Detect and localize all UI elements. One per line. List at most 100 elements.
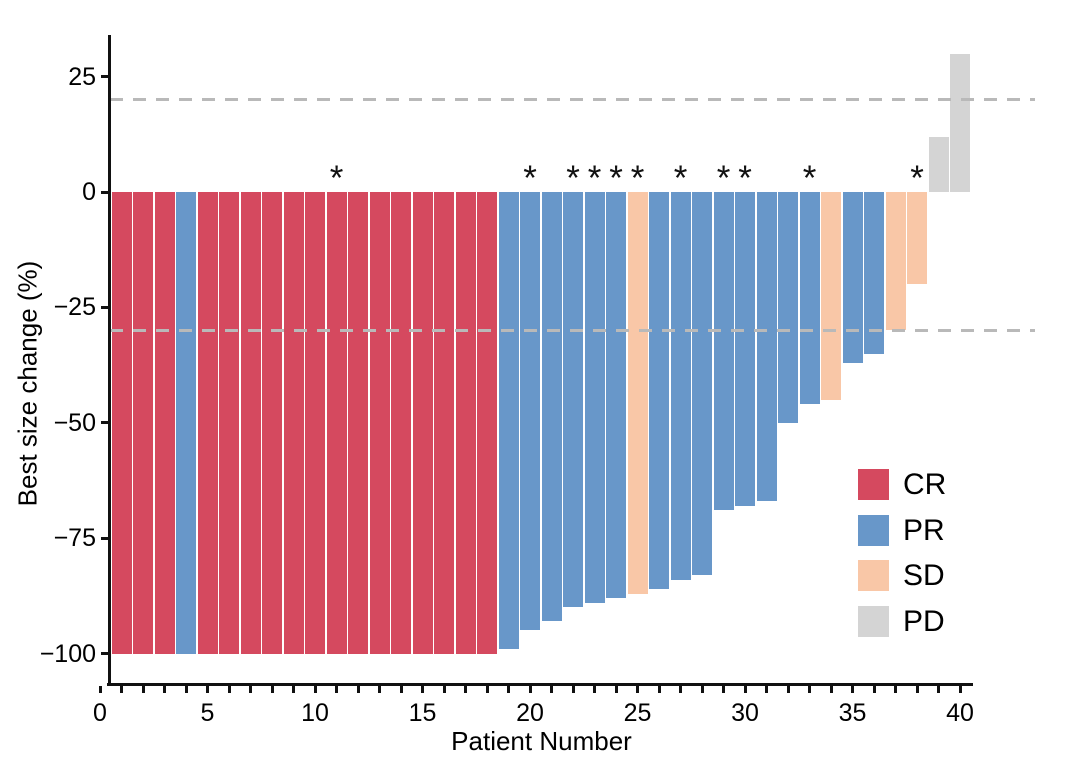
- asterisk-patient-33: *: [802, 159, 817, 198]
- x-tick-mark-3: [163, 686, 166, 693]
- x-tick-mark-33: [808, 686, 811, 693]
- bar-patient-13-cr: [369, 192, 390, 654]
- asterisk-patient-29: *: [716, 159, 731, 198]
- x-tick-mark-38: [915, 686, 919, 693]
- bar-patient-23-pr: [584, 192, 605, 603]
- bar-patient-16-cr: [434, 192, 454, 654]
- asterisk-patient-30: *: [738, 159, 752, 198]
- bar-patient-30-pr: [735, 192, 755, 506]
- bar-patient-33-pr: [799, 192, 820, 405]
- bar-patient-25-sd: [627, 192, 648, 594]
- bar-patient-40-pd: [950, 53, 970, 192]
- asterisk-patient-11: *: [329, 159, 344, 198]
- x-tick-mark-2: [141, 686, 145, 693]
- asterisk-patient-25: *: [630, 159, 645, 198]
- x-tick-label-30: 30: [731, 699, 759, 727]
- x-tick-mark-27: [679, 686, 682, 693]
- x-tick-label-15: 15: [408, 699, 437, 727]
- bar-patient-3-cr: [154, 192, 175, 654]
- y-tick-mark--100: [101, 652, 110, 655]
- bar-patient-28-pr: [692, 192, 712, 576]
- asterisk-patient-20: *: [523, 159, 537, 198]
- y-tick-label--25: −25: [53, 293, 96, 322]
- x-tick-mark-29: [722, 686, 725, 693]
- x-tick-mark-30: [743, 686, 747, 693]
- asterisk-patient-22: *: [566, 159, 580, 198]
- x-tick-mark-13: [378, 686, 381, 693]
- bar-patient-24-pr: [606, 192, 626, 599]
- bar-patient-18-cr: [477, 192, 497, 654]
- x-tick-mark-40: [958, 686, 962, 693]
- bar-patient-12-cr: [348, 192, 368, 654]
- x-tick-mark-5: [206, 686, 209, 693]
- x-tick-mark-39: [937, 686, 940, 693]
- y-tick-mark-0: [101, 190, 110, 194]
- x-tick-mark-19: [507, 686, 510, 693]
- x-tick-mark-8: [270, 686, 274, 693]
- x-tick-mark-25: [636, 686, 639, 693]
- y-axis-title: Best size change (%): [12, 260, 43, 507]
- x-tick-label-10: 10: [301, 699, 329, 727]
- x-axis-line: [107, 683, 973, 686]
- bar-patient-1-cr: [111, 192, 132, 654]
- x-tick-mark-0: [98, 686, 102, 693]
- bar-patient-20-pr: [520, 192, 540, 631]
- bar-patient-34-sd: [821, 192, 841, 400]
- x-tick-mark-16: [442, 686, 446, 693]
- x-tick-mark-6: [227, 686, 231, 693]
- legend-label-pd: PD: [903, 605, 945, 639]
- asterisk-patient-38: *: [910, 159, 924, 198]
- x-tick-mark-15: [421, 686, 424, 693]
- bar-patient-31-pr: [756, 192, 777, 502]
- legend-label-pr: PR: [903, 513, 945, 547]
- x-tick-label-25: 25: [623, 699, 652, 727]
- dashed-reference-line--30-percent: [110, 328, 1035, 332]
- legend-swatch-pr: [858, 514, 889, 546]
- x-tick-mark-35: [851, 686, 854, 693]
- bar-patient-15-cr: [412, 192, 433, 654]
- x-tick-label-20: 20: [516, 699, 544, 727]
- legend-label-sd: SD: [903, 559, 945, 593]
- y-tick-mark--75: [101, 536, 110, 540]
- y-tick-label--75: −75: [53, 524, 96, 553]
- x-tick-label-40: 40: [946, 699, 974, 727]
- bar-patient-32-pr: [778, 192, 798, 423]
- bar-patient-7-cr: [240, 192, 261, 654]
- x-tick-mark-7: [249, 686, 252, 693]
- bar-patient-38-sd: [907, 192, 927, 285]
- legend-swatch-sd: [858, 560, 889, 592]
- asterisk-patient-23: *: [587, 159, 602, 198]
- bar-patient-35-pr: [842, 192, 863, 363]
- x-tick-mark-24: [614, 686, 618, 693]
- x-tick-label-35: 35: [838, 699, 867, 727]
- bar-patient-8-cr: [262, 192, 282, 654]
- bar-patient-17-cr: [455, 192, 476, 654]
- x-tick-mark-12: [356, 686, 360, 693]
- bar-patient-21-pr: [541, 192, 562, 622]
- y-tick-label-0: 0: [82, 178, 96, 206]
- bar-patient-29-pr: [713, 192, 734, 511]
- bar-patient-9-cr: [283, 192, 304, 654]
- legend-swatch-cr: [858, 469, 889, 500]
- y-tick-mark--50: [101, 421, 110, 425]
- y-axis-line: [108, 35, 111, 686]
- bar-patient-14-cr: [391, 192, 411, 654]
- y-tick-label--100: −100: [39, 639, 96, 668]
- asterisk-patient-27: *: [673, 159, 688, 198]
- bar-patient-22-pr: [563, 192, 583, 608]
- y-tick-mark--25: [101, 305, 110, 309]
- bar-patient-26-pr: [649, 192, 669, 589]
- bar-patient-6-cr: [219, 192, 239, 654]
- bar-patient-27-pr: [670, 192, 691, 580]
- bar-patient-39-pd: [928, 136, 949, 192]
- legend-swatch-pd: [858, 606, 889, 638]
- x-tick-mark-21: [550, 686, 553, 693]
- x-tick-mark-20: [528, 686, 532, 693]
- x-tick-mark-4: [184, 686, 188, 693]
- x-tick-mark-34: [829, 686, 833, 693]
- x-tick-mark-10: [313, 686, 317, 693]
- x-tick-mark-1: [120, 686, 123, 693]
- bar-patient-37-sd: [885, 192, 906, 331]
- x-tick-mark-31: [765, 686, 768, 693]
